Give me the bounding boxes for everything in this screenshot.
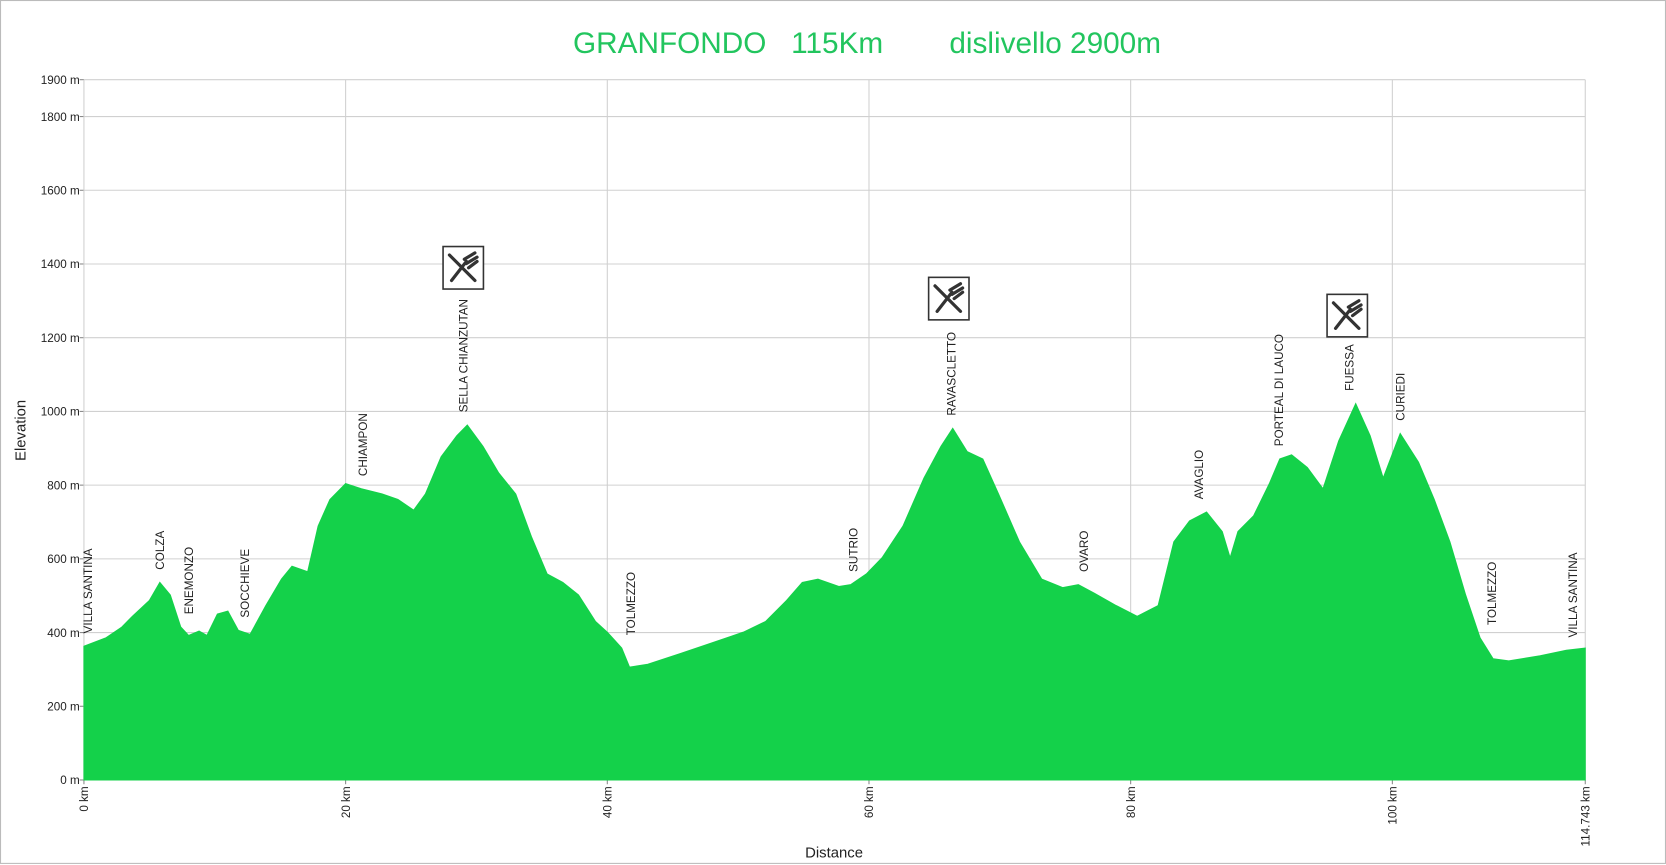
y-tick-label: 1800 m bbox=[41, 111, 80, 124]
place-label: SUTRIO bbox=[848, 528, 861, 572]
x-tick-label: 114.743 km bbox=[1580, 786, 1593, 846]
y-tick-label: 800 m bbox=[47, 479, 79, 492]
labels: VILLA SANTINA COLZA ENEMONZO SOCCHIEVE CHIAM… bbox=[82, 299, 1580, 638]
place-label: ENEMONZO bbox=[183, 547, 196, 614]
place-label: PORTEAL DI LAUCO bbox=[1273, 334, 1286, 446]
x-tick-label: 0 km bbox=[78, 786, 91, 811]
place-label: COLZA bbox=[154, 531, 167, 570]
y-tick-label: 1900 m bbox=[41, 74, 80, 87]
x-tick-label: 100 km bbox=[1387, 786, 1400, 824]
y-tick-label: 200 m bbox=[47, 701, 79, 714]
y-tick-label: 0 m bbox=[60, 774, 79, 787]
x-tick-label: 80 km bbox=[1125, 786, 1138, 818]
y-tick-label: 1400 m bbox=[41, 258, 80, 271]
food-icon bbox=[1326, 293, 1369, 338]
x-tick-label: 40 km bbox=[602, 786, 615, 818]
y-tick-label: 1000 m bbox=[41, 406, 80, 419]
place-label: FUESSA bbox=[1343, 344, 1356, 391]
place-label: VILLA SANTINA bbox=[1567, 552, 1580, 637]
y-tick-label: 1200 m bbox=[41, 332, 80, 345]
elevation-area bbox=[83, 402, 1586, 781]
place-label: SOCCHIEVE bbox=[239, 549, 252, 618]
y-tick-label: 1600 m bbox=[41, 185, 80, 198]
x-axis-title: Distance bbox=[805, 846, 863, 862]
food-icon bbox=[442, 245, 485, 290]
place-label: AVAGLIO bbox=[1193, 450, 1206, 500]
place-label: TOLMEZZO bbox=[1486, 562, 1499, 625]
place-label: TOLMEZZO bbox=[625, 572, 638, 635]
place-label: CURIEDI bbox=[1394, 373, 1407, 421]
place-label: SELLA CHIANZUTAN bbox=[458, 299, 471, 412]
y-tick-label: 400 m bbox=[47, 627, 79, 640]
place-label: CHIAMPON bbox=[357, 413, 370, 476]
chart-title: GRANFONDO 115Km dislivello 2900m bbox=[573, 27, 1161, 60]
food-icon bbox=[927, 276, 970, 321]
x-tick-label: 20 km bbox=[340, 786, 353, 818]
y-tick-label: 600 m bbox=[47, 553, 79, 566]
y-axis-title: Elevation bbox=[14, 400, 30, 461]
aid-station-icons bbox=[442, 245, 1369, 338]
plot bbox=[83, 402, 1586, 781]
place-label: OVARO bbox=[1078, 531, 1091, 572]
place-label: VILLA SANTINA bbox=[82, 548, 95, 633]
x-tick-label: 60 km bbox=[863, 786, 876, 818]
place-label: RAVASCLETTO bbox=[946, 332, 959, 416]
